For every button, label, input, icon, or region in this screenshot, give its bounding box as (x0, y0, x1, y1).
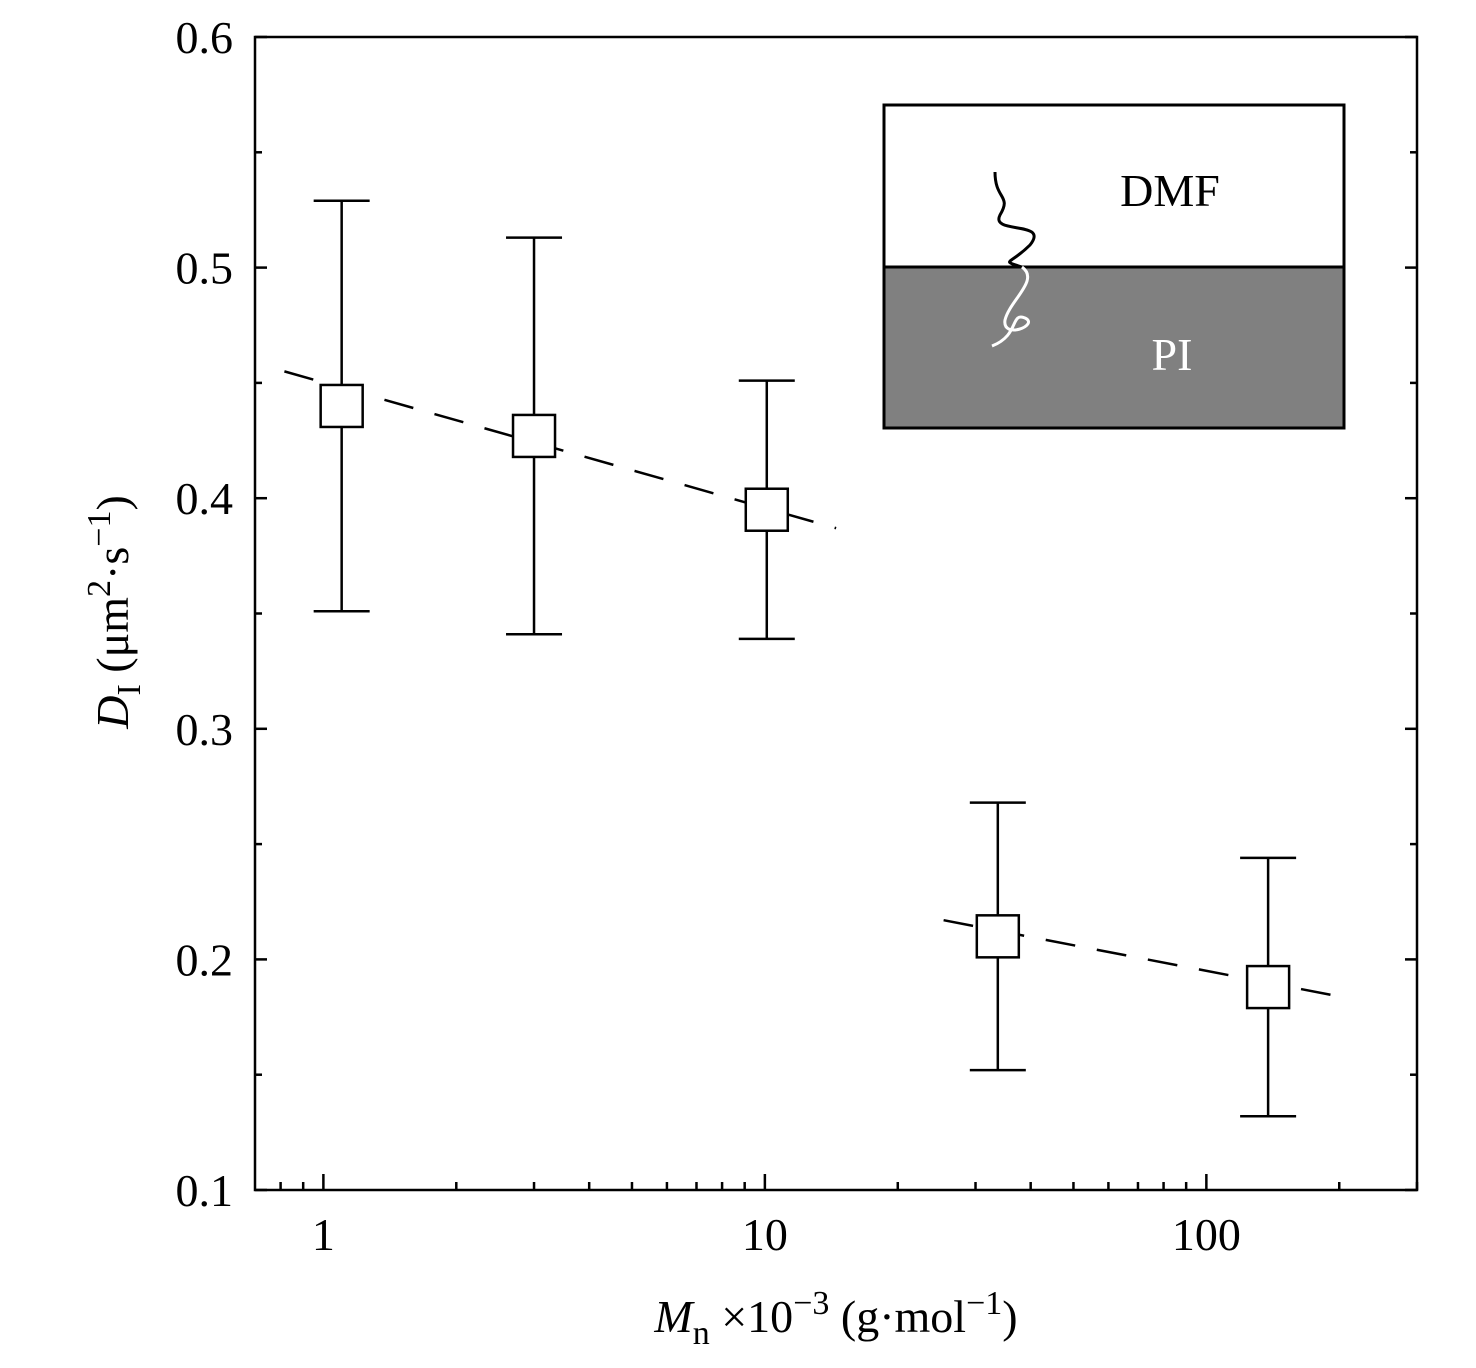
x-tick-label: 100 (1172, 1209, 1241, 1260)
marker (511, 413, 557, 459)
x-axis-label-part: ) (1002, 1291, 1017, 1342)
y-axis-label-part: ·s (87, 547, 138, 580)
y-axis-label-part: I (111, 684, 148, 695)
y-tick-label: 0.3 (176, 704, 234, 755)
fit-line (284, 370, 837, 530)
y-tick-label: 0.4 (176, 473, 234, 524)
x-axis-label-part: −1 (966, 1285, 1002, 1322)
inset-label: DMF (1120, 165, 1220, 216)
marker (319, 383, 364, 429)
chain-upper (993, 171, 1036, 269)
inset-label: PI (1152, 329, 1193, 380)
chain-lower (991, 265, 1030, 348)
x-axis-label: Mn ×10−3 (g·mol−1) (653, 1285, 1017, 1352)
y-tick-label: 0.2 (176, 934, 234, 985)
x-tick-label: 1 (312, 1209, 335, 1260)
y-axis-label-part: ) (87, 495, 138, 510)
x-axis-label-part: ×10 (710, 1291, 793, 1342)
y-tick-label: 0.6 (176, 12, 234, 63)
y-tick-label: 0.5 (176, 243, 234, 294)
x-tick-label: 10 (742, 1209, 788, 1260)
marker (744, 487, 790, 532)
y-axis-label-part: D (87, 696, 138, 730)
inset-top-layer (882, 103, 1346, 269)
y-axis-label-part: (μm (87, 597, 138, 684)
y-tick-label: 0.1 (176, 1165, 234, 1216)
y-axis-label-part: 2 (81, 580, 118, 597)
x-axis-label-part: (g·mol (829, 1291, 966, 1342)
marker (1245, 964, 1291, 1010)
y-axis-label: DI (μm2·s−1) (81, 495, 148, 730)
inset-bottom-layer (882, 265, 1346, 430)
y-axis-label-part: −1 (81, 511, 118, 547)
x-axis-label-part: n (693, 1315, 710, 1352)
x-axis-label-part: M (653, 1291, 695, 1342)
x-axis-label-part: −3 (793, 1285, 829, 1322)
marker (975, 914, 1021, 959)
